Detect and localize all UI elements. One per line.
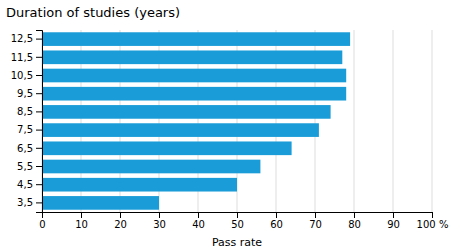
y-tick: 10,5 bbox=[11, 70, 42, 81]
y-tick-mark bbox=[36, 184, 42, 185]
y-tick-mark bbox=[36, 148, 42, 149]
x-tick: 40 bbox=[192, 212, 205, 230]
x-tick-label: 70 bbox=[309, 219, 322, 230]
x-tick-label: 50 bbox=[231, 219, 244, 230]
bar bbox=[42, 178, 237, 192]
x-tick: 80 bbox=[348, 212, 361, 230]
plot-area: 0 10 20 30 40 50 60 70 80 90 100 % 3,5 4,5 5,5 6,5 7,5 8… bbox=[11, 30, 449, 230]
x-tick-label: 80 bbox=[348, 219, 361, 230]
grid-line bbox=[354, 30, 355, 212]
y-tick: 6,5 bbox=[17, 143, 42, 154]
x-tick-mark bbox=[276, 212, 277, 218]
y-tick: 12,5 bbox=[11, 33, 42, 44]
bar bbox=[42, 196, 159, 210]
grid bbox=[42, 30, 432, 212]
chart: 0 10 20 30 40 50 60 70 80 90 100 % 3,5 4,5 5,5 6,5 7,5 8… bbox=[0, 0, 454, 252]
y-tick-label: 6,5 bbox=[17, 143, 33, 154]
x-tick: 0 bbox=[39, 212, 45, 230]
y-axis: 3,5 4,5 5,5 6,5 7,5 8,5 9,5 10,5 11,5 12,5 bbox=[11, 31, 43, 213]
title: Duration of studies (years) bbox=[6, 5, 180, 20]
y-tick-mark bbox=[36, 39, 42, 40]
y-tick-label: 5,5 bbox=[17, 161, 33, 172]
y-tick: 11,5 bbox=[11, 52, 42, 63]
y-tick-mark bbox=[36, 111, 42, 112]
x-tick-mark bbox=[81, 212, 82, 218]
x-tick: 70 bbox=[309, 212, 322, 230]
x-tick-label: 0 bbox=[39, 219, 45, 230]
x-tick-mark bbox=[198, 212, 199, 218]
x-tick-label: 60 bbox=[270, 219, 283, 230]
x-tick-label: 100 % bbox=[417, 219, 449, 230]
y-tick-label: 8,5 bbox=[17, 106, 33, 117]
bar bbox=[42, 50, 342, 64]
x-tick-mark bbox=[120, 212, 121, 218]
bar bbox=[42, 105, 331, 119]
y-tick: 7,5 bbox=[17, 124, 42, 135]
bar bbox=[42, 141, 292, 155]
y-tick-mark bbox=[36, 130, 42, 131]
x-tick: 10 bbox=[75, 212, 88, 230]
x-tick-label: 30 bbox=[153, 219, 166, 230]
x-tick-mark bbox=[315, 212, 316, 218]
y-tick: 3,5 bbox=[17, 197, 42, 208]
y-tick-mark bbox=[36, 93, 42, 94]
y-tick-mark bbox=[36, 57, 42, 58]
y-tick-mark bbox=[36, 202, 42, 203]
bar bbox=[42, 160, 260, 174]
x-tick: 30 bbox=[153, 212, 166, 230]
bar bbox=[42, 69, 346, 83]
x-tick-label: 40 bbox=[192, 219, 205, 230]
y-tick: 9,5 bbox=[17, 88, 42, 99]
x-tick: 50 bbox=[231, 212, 244, 230]
x-tick: 20 bbox=[114, 212, 127, 230]
x-tick-mark bbox=[393, 212, 394, 218]
y-tick-label: 9,5 bbox=[17, 88, 33, 99]
x-tick-mark bbox=[237, 212, 238, 218]
bars bbox=[42, 32, 350, 209]
x-tick-label: 90 bbox=[387, 219, 400, 230]
y-axis-line bbox=[36, 31, 43, 213]
y-tick: 8,5 bbox=[17, 106, 42, 117]
x-tick-mark bbox=[432, 212, 433, 218]
x-tick-label: 20 bbox=[114, 219, 127, 230]
y-tick-label: 12,5 bbox=[11, 33, 33, 44]
x-tick: 60 bbox=[270, 212, 283, 230]
y-tick-mark bbox=[36, 166, 42, 167]
bar bbox=[42, 87, 346, 101]
x-axis: 0 10 20 30 40 50 60 70 80 90 100 % bbox=[39, 212, 448, 230]
y-tick-label: 10,5 bbox=[11, 70, 33, 81]
x-axis-line bbox=[43, 213, 433, 219]
x-tick-mark bbox=[354, 212, 355, 218]
bar bbox=[42, 32, 350, 46]
grid-line bbox=[432, 30, 433, 212]
grid-line bbox=[393, 30, 394, 212]
y-tick-label: 11,5 bbox=[11, 52, 33, 63]
y-tick: 4,5 bbox=[17, 179, 42, 190]
y-tick-mark bbox=[36, 75, 42, 76]
y-tick-label: 4,5 bbox=[17, 179, 33, 190]
x-tick-label: 10 bbox=[75, 219, 88, 230]
x-tick-mark bbox=[159, 212, 160, 218]
bar bbox=[42, 123, 319, 137]
x-axis-title: Pass rate bbox=[212, 236, 262, 249]
y-tick: 5,5 bbox=[17, 161, 42, 172]
x-tick: 90 bbox=[387, 212, 400, 230]
x-tick: 100 % bbox=[417, 212, 449, 230]
y-tick-label: 3,5 bbox=[17, 197, 33, 208]
y-tick-label: 7,5 bbox=[17, 124, 33, 135]
